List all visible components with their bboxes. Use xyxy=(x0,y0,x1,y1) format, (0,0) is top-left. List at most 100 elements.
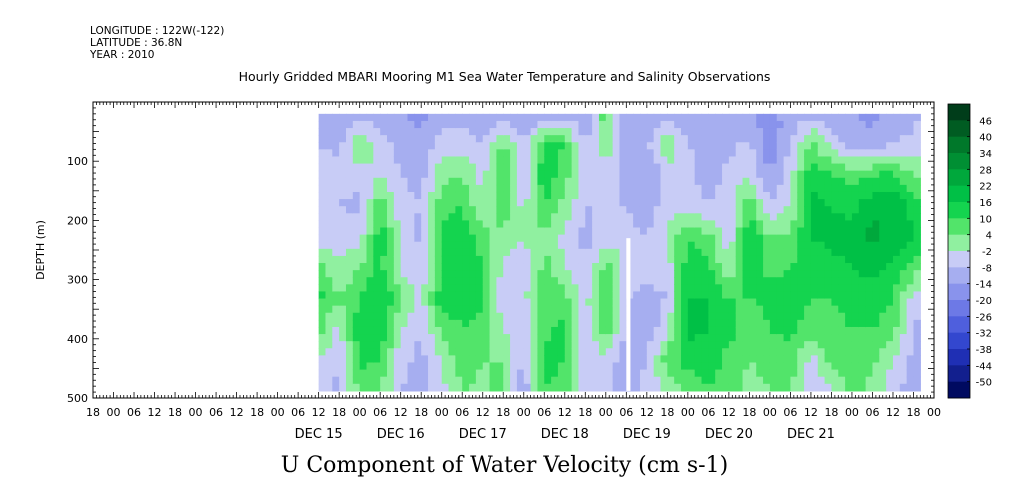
heatmap-cell xyxy=(571,362,580,371)
heatmap-cell xyxy=(769,326,778,335)
heatmap-cell xyxy=(886,120,894,129)
heatmap-cell xyxy=(544,191,552,200)
heatmap-cell xyxy=(366,255,374,264)
heatmap-cell xyxy=(865,362,874,371)
heatmap-cell xyxy=(496,234,504,243)
x-tick-label: 06 xyxy=(291,406,305,419)
heatmap-cell xyxy=(810,383,819,392)
heatmap-cell xyxy=(339,341,347,349)
heatmap-cell xyxy=(503,199,511,207)
heatmap-cell xyxy=(605,291,614,300)
heatmap-cell xyxy=(694,334,703,342)
heatmap-cell xyxy=(715,163,723,172)
heatmap-cell xyxy=(421,383,429,392)
heatmap-cell xyxy=(660,305,668,314)
heatmap-cell xyxy=(838,270,846,278)
heatmap-cell xyxy=(605,248,614,257)
heatmap-cell xyxy=(592,241,600,250)
heatmap-cell xyxy=(339,191,347,200)
heatmap-cell xyxy=(448,220,456,229)
heatmap-cell xyxy=(797,135,805,143)
heatmap-cell xyxy=(735,369,744,378)
heatmap-cell xyxy=(523,362,532,371)
heatmap-cell xyxy=(701,227,709,236)
heatmap-cell xyxy=(421,369,429,378)
heatmap-cell xyxy=(339,355,347,364)
heatmap-cell xyxy=(892,248,901,257)
heatmap-cell xyxy=(359,326,368,335)
heatmap-cell xyxy=(373,135,381,143)
heatmap-cell xyxy=(906,241,915,250)
heatmap-cell xyxy=(653,341,662,349)
heatmap-cell xyxy=(352,163,361,172)
heatmap-cell xyxy=(715,255,723,264)
heatmap-cell xyxy=(681,220,689,229)
heatmap-cell xyxy=(845,341,853,349)
heatmap-cell xyxy=(674,305,682,314)
heatmap-cell xyxy=(701,234,709,243)
heatmap-cell xyxy=(838,149,846,158)
heatmap-cell xyxy=(776,298,785,307)
heatmap-cell xyxy=(510,156,518,165)
heatmap-cell xyxy=(701,270,709,278)
heatmap-cell xyxy=(455,248,463,257)
heatmap-cell xyxy=(756,220,764,229)
heatmap-cell xyxy=(865,149,874,158)
heatmap-cell xyxy=(783,149,792,158)
heatmap-cell xyxy=(715,334,723,342)
heatmap-cell xyxy=(824,369,833,378)
heatmap-cell xyxy=(776,135,785,143)
heatmap-cell xyxy=(845,170,853,179)
heatmap-cell xyxy=(804,255,812,264)
heatmap-cell xyxy=(407,312,415,321)
heatmap-cell xyxy=(872,128,880,136)
heatmap-cell xyxy=(489,383,498,392)
heatmap-cell xyxy=(441,199,450,207)
heatmap-cell xyxy=(469,263,477,271)
heatmap-cell xyxy=(674,312,682,321)
heatmap-cell xyxy=(906,369,915,378)
heatmap-cell xyxy=(906,227,915,236)
heatmap-cell xyxy=(523,326,532,335)
heatmap-cell xyxy=(824,142,833,150)
heatmap-cell xyxy=(694,113,703,122)
heatmap-cell xyxy=(455,128,463,136)
heatmap-cell xyxy=(879,270,887,278)
heatmap-cell xyxy=(496,199,504,207)
heatmap-cell xyxy=(879,312,887,321)
heatmap-cell xyxy=(455,270,463,278)
heatmap-cell xyxy=(537,362,545,371)
heatmap-cell xyxy=(790,234,798,243)
heatmap-cell xyxy=(339,184,347,193)
heatmap-cell xyxy=(749,227,757,236)
heatmap-cell xyxy=(393,142,402,150)
heatmap-cell xyxy=(441,326,450,335)
heatmap-cell xyxy=(462,241,470,250)
heatmap-cell xyxy=(851,291,860,300)
heatmap-cell xyxy=(619,234,627,243)
heatmap-cell xyxy=(489,291,498,300)
heatmap-cell xyxy=(687,319,696,328)
heatmap-cell xyxy=(633,255,641,264)
heatmap-cell xyxy=(598,334,607,342)
heatmap-cell xyxy=(810,348,819,356)
heatmap-cell xyxy=(523,199,532,207)
heatmap-cell xyxy=(804,177,812,186)
heatmap-cell xyxy=(790,255,798,264)
heatmap-cell xyxy=(817,163,826,172)
heatmap-cell xyxy=(387,362,395,371)
heatmap-cell xyxy=(428,284,436,293)
heatmap-cell xyxy=(585,334,593,342)
heatmap-cell xyxy=(612,298,621,307)
heatmap-cell xyxy=(845,348,853,356)
heatmap-cell xyxy=(708,227,716,236)
heatmap-cell xyxy=(694,312,703,321)
heatmap-cell xyxy=(619,191,627,200)
heatmap-cell xyxy=(523,149,532,158)
heatmap-cell xyxy=(510,255,518,264)
heatmap-cell xyxy=(434,376,443,385)
heatmap-cell xyxy=(742,277,750,285)
x-tick-label: 18 xyxy=(578,406,592,419)
heatmap-cell xyxy=(325,199,333,207)
heatmap-cell xyxy=(530,362,539,371)
